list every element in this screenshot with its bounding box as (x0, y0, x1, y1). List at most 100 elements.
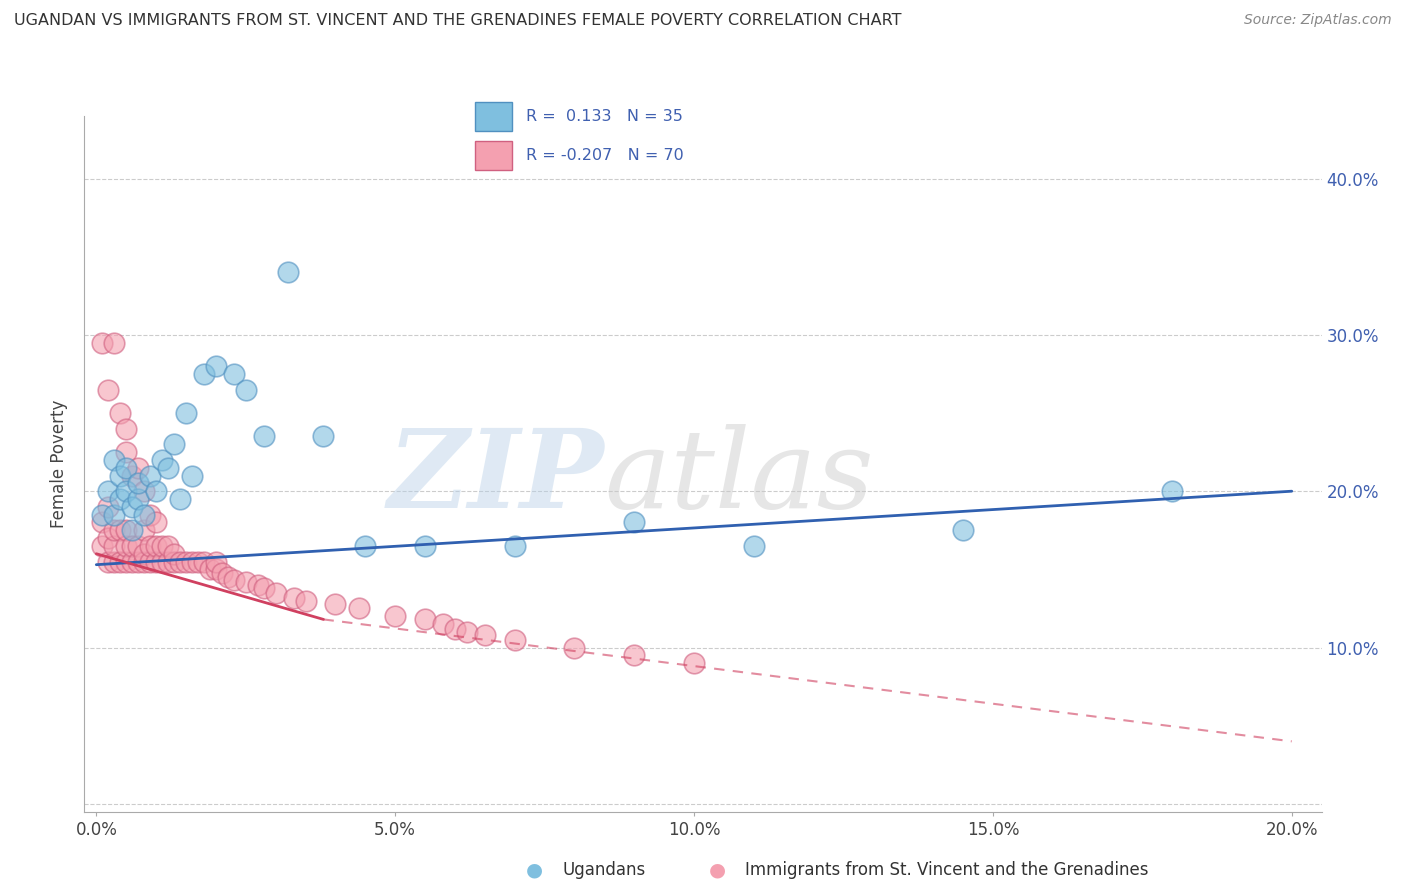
Text: ZIP: ZIP (388, 424, 605, 532)
Point (134, 547, 156, 561)
Text: Ugandans: Ugandans (562, 861, 645, 879)
Point (91, 335, 114, 350)
Point (127, 491, 149, 506)
Point (110, 523, 132, 537)
Point (157, 460, 180, 475)
Point (134, 484, 156, 499)
Point (139, 555, 162, 569)
Point (127, 476, 149, 491)
Point (121, 555, 143, 569)
Point (103, 508, 125, 522)
Point (564, 640, 586, 655)
Point (169, 555, 191, 569)
Point (211, 566, 233, 580)
Point (312, 429, 335, 443)
Point (91, 539, 114, 553)
Point (187, 555, 209, 569)
Point (198, 562, 221, 576)
Point (444, 622, 467, 636)
Point (253, 581, 276, 595)
Point (193, 367, 215, 381)
Point (1161, 484, 1184, 499)
Point (235, 574, 257, 589)
Point (205, 562, 228, 576)
Point (97, 383, 120, 397)
Point (952, 523, 974, 537)
Point (121, 523, 143, 537)
Point (97, 555, 120, 569)
Point (145, 539, 167, 553)
Point (205, 555, 228, 569)
Point (127, 539, 149, 553)
Point (115, 460, 138, 475)
Point (623, 516, 645, 530)
Bar (475, 141, 512, 169)
Point (115, 523, 138, 537)
Text: Source: ZipAtlas.com: Source: ZipAtlas.com (1244, 13, 1392, 28)
Bar (475, 103, 512, 131)
Point (115, 484, 138, 499)
Point (134, 555, 156, 569)
Point (474, 628, 496, 642)
Point (103, 523, 125, 537)
Point (121, 468, 143, 483)
Point (235, 383, 257, 397)
Text: UGANDAN VS IMMIGRANTS FROM ST. VINCENT AND THE GRENADINES FEMALE POVERTY CORRELA: UGANDAN VS IMMIGRANTS FROM ST. VINCENT A… (14, 13, 901, 29)
Point (253, 429, 276, 443)
Point (294, 593, 316, 607)
Point (97, 484, 120, 499)
Point (91, 516, 114, 530)
Point (115, 539, 138, 553)
Point (150, 453, 173, 467)
Point (145, 516, 167, 530)
Point (139, 508, 162, 522)
Point (145, 484, 167, 499)
Point (277, 265, 299, 279)
Point (97, 500, 120, 514)
Point (103, 555, 125, 569)
Point (157, 555, 180, 569)
Point (103, 539, 125, 553)
Point (384, 609, 406, 624)
Point (683, 656, 706, 670)
Point (456, 624, 478, 639)
Point (623, 648, 645, 663)
Point (325, 597, 347, 611)
Point (193, 555, 215, 569)
Point (432, 617, 454, 632)
Point (121, 500, 143, 514)
Point (110, 555, 132, 569)
Text: R =  0.133   N = 35: R = 0.133 N = 35 (526, 109, 683, 124)
Point (503, 632, 526, 647)
Point (169, 491, 191, 506)
Point (163, 547, 186, 561)
Y-axis label: Female Poverty: Female Poverty (51, 400, 69, 528)
Point (742, 539, 765, 553)
Point (283, 591, 305, 605)
Point (264, 586, 287, 600)
Point (139, 468, 162, 483)
Point (217, 570, 239, 584)
Point (91, 508, 114, 522)
Point (115, 555, 138, 569)
Point (127, 460, 149, 475)
Point (163, 555, 186, 569)
Point (413, 539, 436, 553)
Point (134, 508, 156, 522)
Point (115, 422, 138, 436)
Point (181, 468, 204, 483)
Point (163, 437, 186, 451)
Point (222, 574, 245, 588)
Point (503, 539, 526, 553)
Text: Immigrants from St. Vincent and the Grenadines: Immigrants from St. Vincent and the Gren… (745, 861, 1149, 879)
Point (349, 601, 371, 615)
Point (127, 555, 149, 569)
Point (97, 531, 120, 545)
Point (110, 468, 132, 483)
Text: atlas: atlas (605, 424, 873, 532)
Point (150, 539, 173, 553)
Point (150, 555, 173, 569)
Point (103, 335, 125, 350)
Point (139, 539, 162, 553)
Point (174, 406, 197, 420)
